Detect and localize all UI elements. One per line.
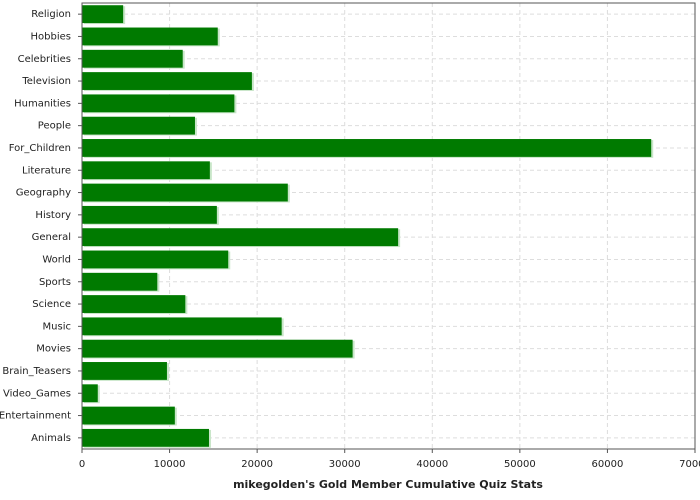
bar — [82, 27, 218, 46]
y-tick-label: Religion — [31, 9, 71, 20]
bar — [82, 116, 195, 135]
y-tick-label: Entertainment — [0, 411, 71, 422]
y-tick-label: Hobbies — [31, 31, 71, 42]
bar — [82, 339, 353, 358]
x-tick-label: 20000 — [241, 459, 273, 470]
bar — [82, 5, 124, 24]
y-tick-label: Animals — [31, 433, 71, 444]
x-tick-label: 30000 — [329, 459, 361, 470]
bar — [82, 272, 158, 291]
y-tick-label: Television — [21, 76, 71, 87]
y-tick-label: Science — [32, 299, 71, 310]
y-tick-label: Brain_Teasers — [2, 366, 71, 377]
y-tick-label: Celebrities — [18, 54, 71, 65]
y-tick-label: Video_Games — [3, 388, 71, 399]
x-tick-label: 70000 — [679, 459, 700, 470]
bar — [82, 183, 288, 202]
y-tick-label: History — [35, 210, 71, 221]
x-tick-label: 50000 — [504, 459, 536, 470]
bar — [82, 406, 175, 425]
bar — [82, 228, 399, 247]
x-tick-label: 0 — [79, 459, 85, 470]
bar — [82, 362, 167, 380]
y-tick-label: Sports — [39, 277, 71, 288]
x-tick-label: 40000 — [416, 459, 448, 470]
bar — [82, 205, 217, 224]
plot-frame — [81, 2, 696, 450]
x-tick-label: 10000 — [154, 459, 186, 470]
bar — [82, 250, 229, 269]
bar — [82, 317, 282, 336]
chart-title: mikegolden's Gold Member Cumulative Quiz… — [233, 478, 543, 491]
y-tick-label: Music — [43, 321, 71, 332]
bar — [82, 72, 252, 90]
y-tick-label: Movies — [36, 344, 71, 355]
y-tick-label: Geography — [16, 188, 71, 199]
bar — [82, 384, 98, 403]
y-tick-label: Humanities — [14, 98, 71, 109]
bar — [82, 161, 210, 180]
bar — [82, 295, 186, 313]
y-tick-label: For_Children — [9, 143, 71, 154]
y-tick-label: General — [32, 232, 71, 243]
y-tick-label: People — [38, 121, 71, 132]
x-tick-label: 60000 — [592, 459, 624, 470]
bar — [82, 139, 652, 157]
y-tick-label: Literature — [22, 165, 71, 176]
y-tick-label: World — [42, 254, 71, 265]
bar — [82, 94, 235, 113]
bar — [82, 49, 183, 68]
bar — [82, 428, 209, 447]
